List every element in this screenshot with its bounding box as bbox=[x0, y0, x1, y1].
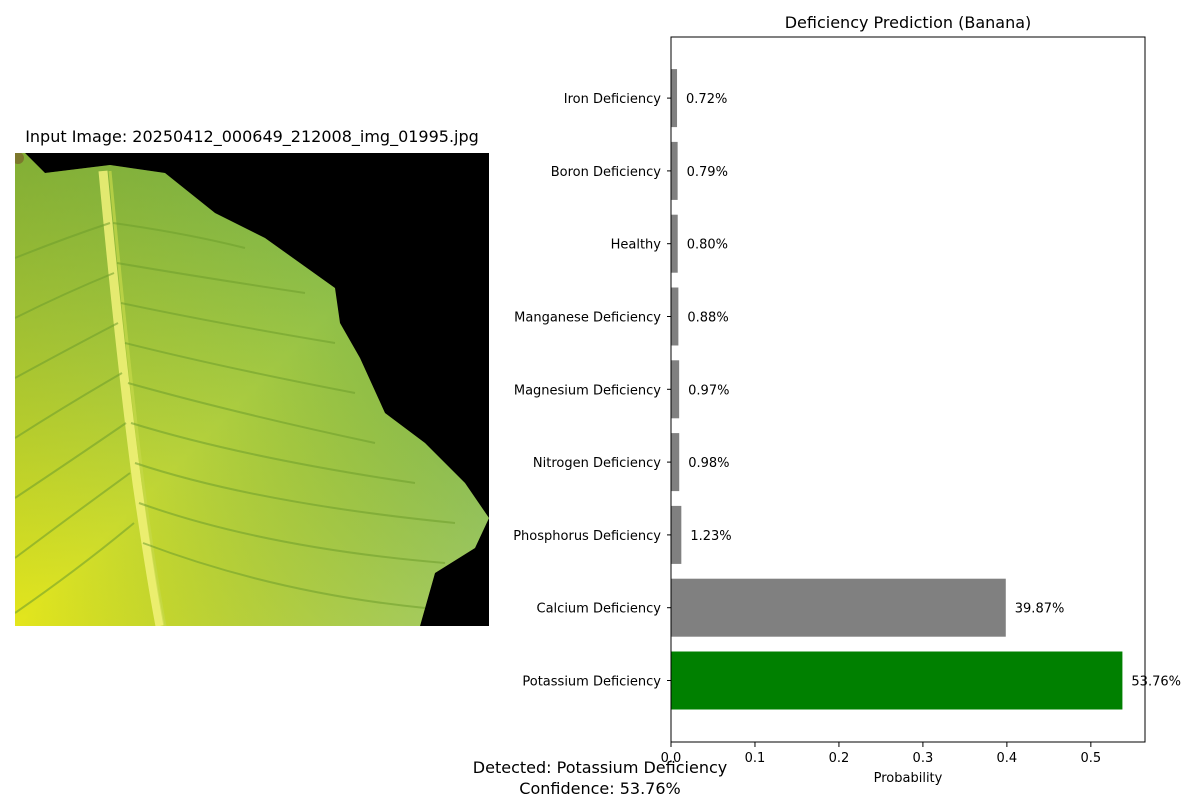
data-label-nitrogen-deficiency: 0.98% bbox=[688, 456, 729, 471]
x-tick-label: 0.3 bbox=[913, 751, 934, 766]
bar-iron-deficiency bbox=[671, 69, 678, 128]
x-tick-label: 0.2 bbox=[829, 751, 850, 766]
y-tick-label-healthy: Healthy bbox=[611, 238, 662, 253]
leaf-illustration bbox=[12, 152, 489, 627]
input-image-title: Input Image: 20250412_000649_212008_img_… bbox=[25, 127, 479, 146]
y-tick-label-iron-deficiency: Iron Deficiency bbox=[564, 92, 662, 107]
chart-title: Deficiency Prediction (Banana) bbox=[785, 13, 1032, 32]
labels-layer: Potassium Deficiency 53.76% Calcium Defici… bbox=[513, 92, 1181, 689]
bar-manganese-deficiency bbox=[671, 287, 679, 346]
bar-nitrogen-deficiency bbox=[671, 433, 680, 492]
detection-summary: Detected: Potassium Deficiency Confidenc… bbox=[400, 757, 800, 799]
x-axis: 0.0 0.1 0.2 0.3 0.4 0.5 bbox=[661, 742, 1101, 766]
bar-healthy bbox=[671, 214, 678, 273]
data-label-iron-deficiency: 0.72% bbox=[686, 92, 727, 107]
leaf-image bbox=[12, 152, 489, 627]
confidence-label: Confidence: 53.76% bbox=[519, 779, 681, 798]
x-tick-label: 0.5 bbox=[1080, 751, 1101, 766]
bar-boron-deficiency bbox=[671, 141, 678, 200]
data-label-potassium-deficiency: 53.76% bbox=[1131, 675, 1181, 690]
x-axis-label: Probability bbox=[874, 771, 943, 786]
x-tick-label: 0.4 bbox=[997, 751, 1018, 766]
data-label-phosphorus-deficiency: 1.23% bbox=[690, 529, 731, 544]
y-tick-label-phosphorus-deficiency: Phosphorus Deficiency bbox=[513, 529, 661, 544]
data-label-manganese-deficiency: 0.88% bbox=[687, 311, 728, 326]
bars-layer bbox=[671, 69, 1123, 710]
y-tick-label-manganese-deficiency: Manganese Deficiency bbox=[514, 311, 661, 326]
data-label-healthy: 0.80% bbox=[687, 238, 728, 253]
data-label-calcium-deficiency: 39.87% bbox=[1015, 602, 1065, 617]
x-tick-label: 0.0 bbox=[661, 751, 682, 766]
detected-label: Detected: Potassium Deficiency bbox=[472, 758, 728, 777]
y-tick-label-potassium-deficiency: Potassium Deficiency bbox=[522, 675, 661, 690]
bar-magnesium-deficiency bbox=[671, 360, 680, 419]
axes-frame bbox=[670, 36, 1146, 743]
y-tick-label-magnesium-deficiency: Magnesium Deficiency bbox=[514, 383, 661, 398]
y-tick-label-nitrogen-deficiency: Nitrogen Deficiency bbox=[533, 456, 661, 471]
bar-calcium-deficiency bbox=[671, 578, 1006, 637]
bar-potassium-deficiency bbox=[671, 651, 1123, 710]
data-label-boron-deficiency: 0.79% bbox=[687, 165, 728, 180]
x-tick-label: 0.1 bbox=[745, 751, 766, 766]
y-tick-label-calcium-deficiency: Calcium Deficiency bbox=[537, 602, 662, 617]
bar-phosphorus-deficiency bbox=[671, 505, 682, 564]
y-tick-label-boron-deficiency: Boron Deficiency bbox=[551, 165, 662, 180]
data-label-magnesium-deficiency: 0.97% bbox=[688, 383, 729, 398]
